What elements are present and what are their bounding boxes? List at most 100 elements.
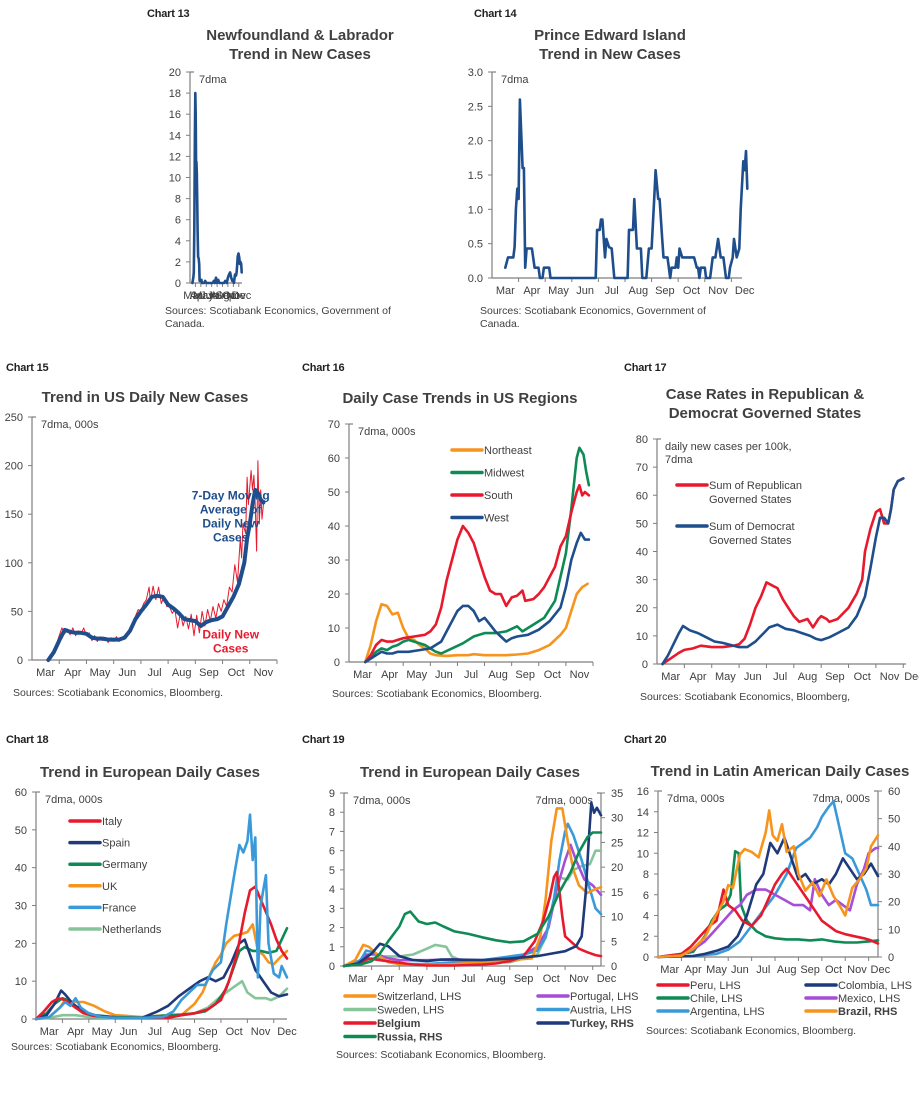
legend-item: Colombia, LHS — [804, 980, 912, 992]
y-tick-label: 20 — [15, 938, 27, 950]
y-tick-label: 60 — [636, 490, 648, 502]
y-tick-label: 8 — [175, 194, 181, 206]
series-line-belgium — [342, 870, 603, 968]
y-tick-label: 50 — [15, 825, 27, 837]
unit-label: 7dma — [501, 74, 529, 86]
y-tick-label: 150 — [5, 509, 23, 521]
legend-item: Brazil, RHS — [804, 1006, 897, 1018]
x-tick-label: Apr — [381, 669, 398, 681]
series-line-northeast — [364, 582, 589, 664]
series-line-south — [364, 483, 591, 664]
chart-title-line: Democrat Governed States — [668, 405, 862, 422]
chart-number: Chart 15 — [6, 362, 49, 374]
x-tick-label: Nov — [254, 667, 274, 679]
y-tick-label: 9 — [329, 788, 335, 800]
x-tick-label: Aug — [777, 964, 797, 976]
x-tick-label: May — [706, 964, 727, 976]
y-tick-label: 50 — [636, 518, 648, 530]
x-tick-label: Oct — [228, 667, 245, 679]
chart-title-line: Trend in European Daily Cases — [359, 764, 581, 781]
x-tick-label: Jul — [605, 285, 619, 297]
legend-item: Austria, LHS — [536, 1005, 632, 1017]
chart-source: Sources: Scotiabank Economics, Bloomberg… — [11, 1041, 221, 1054]
y-tick-label: 2 — [643, 931, 649, 943]
y-tick-label: 4 — [643, 911, 649, 923]
chart-source-line: Sources: Scotiabank Economics, Bloomberg… — [640, 691, 851, 703]
y-tick-label: 5 — [329, 865, 335, 877]
chart-source: Sources: Scotiabank Economics, Governmen… — [480, 305, 706, 331]
legend-label: West — [484, 513, 509, 525]
y-tick-label: 30 — [636, 575, 648, 587]
chart-title-line: Newfoundland & Labrador — [206, 27, 394, 44]
annotation-text: Cases — [213, 531, 249, 545]
y-tick-label: 10 — [636, 631, 648, 643]
x-tick-label: Oct — [854, 671, 871, 683]
legend-label: South — [484, 490, 513, 502]
x-tick-label: Aug — [210, 290, 230, 302]
legend-label: Mexico, LHS — [838, 993, 900, 1005]
x-tick-label: Jul — [147, 667, 161, 679]
legend-label: Switzerland, LHS — [377, 991, 461, 1003]
y-tick-label: 50 — [11, 606, 23, 618]
series-line-france — [34, 813, 289, 1021]
x-tick-label: Dec — [232, 290, 252, 302]
y-tick-label-right: 50 — [888, 814, 900, 826]
x-tick-label: Sep — [800, 964, 820, 976]
x-tick-label: Oct — [544, 669, 561, 681]
series-line-7-day-moving-average-of-daily-new-cases — [46, 487, 266, 662]
chart-title: Newfoundland & Labrador Trend in New Case… — [160, 26, 440, 64]
x-tick-label: Dec — [277, 1026, 297, 1038]
chart-number: Chart 20 — [624, 734, 667, 746]
unit-label-right: 7dma, 000s — [536, 795, 594, 807]
legend-label: Belgium — [377, 1018, 421, 1030]
legend-label: France — [102, 902, 136, 914]
chart-source: Sources: Scotiabank Economics, Bloomberg… — [336, 1049, 546, 1062]
y-tick-label: 40 — [636, 547, 648, 559]
chart-title-line: Daily Case Trends in US Regions — [342, 390, 578, 407]
x-tick-label: Nov — [226, 290, 246, 302]
y-tick-label: 18 — [169, 88, 181, 100]
y-tick-label-right: 10 — [611, 912, 623, 924]
y-tick-label: 4 — [175, 236, 181, 248]
x-tick-label: May — [90, 667, 111, 679]
y-tick-label: 1.5 — [468, 170, 483, 182]
annotation-text: Cases — [213, 642, 249, 656]
chart-plot: 0 50 100 150 200 250 Mar Apr May Jun Jul Aug Sep Oct N… — [5, 412, 278, 679]
chart-legend: Northeast Midwest South West — [450, 445, 532, 525]
chart-source-line: Sources: Scotiabank Economics, Governmen… — [480, 305, 706, 317]
x-tick-label: Mar — [36, 667, 55, 679]
x-tick-label: May — [406, 669, 427, 681]
legend-item: Mexico, LHS — [804, 993, 900, 1005]
x-tick-label: Jun — [200, 290, 218, 302]
x-tick-label: Jul — [464, 669, 478, 681]
x-tick-label: Sep — [514, 973, 534, 985]
x-tick-label: Oct — [543, 973, 560, 985]
chart-title: Daily Case Trends in US Regions — [320, 389, 600, 408]
y-tick-label: 6 — [329, 846, 335, 858]
x-tick-label: Nov — [880, 671, 900, 683]
chart-source-line: Sources: Scotiabank Economics, Governmen… — [165, 305, 391, 317]
x-tick-label: Dec — [735, 285, 755, 297]
x-tick-label: Nov — [847, 964, 867, 976]
legend-item: UK — [68, 881, 118, 893]
chart-number: Chart 16 — [302, 362, 345, 374]
y-tick-label: 2.0 — [468, 136, 483, 148]
x-tick-label: Apr — [190, 290, 207, 302]
y-tick-label: 10 — [637, 848, 649, 860]
chart-source-line: Sources: Scotiabank Economics, Bloomberg… — [13, 687, 224, 699]
chart-source-line: Sources: Scotiabank Economics, Bloomberg… — [646, 1025, 857, 1037]
legend-label: Brazil, RHS — [838, 1006, 897, 1018]
chart-title: Trend in European Daily Cases — [0, 763, 300, 782]
y-tick-label-right: 15 — [611, 887, 623, 899]
chart-source: Sources: Scotiabank Economics, Bloomberg… — [332, 688, 542, 701]
y-tick-label: 20 — [169, 67, 181, 79]
y-tick-label-right: 0 — [888, 952, 894, 964]
legend-label: Germany — [102, 859, 148, 871]
y-tick-label: 16 — [637, 786, 649, 798]
y-tick-label: 0 — [17, 655, 23, 667]
annotation-text: Daily New — [202, 628, 259, 642]
legend-label: Midwest — [484, 468, 524, 480]
legend-item: Chile, LHS — [656, 993, 743, 1005]
series-line-prince-edward-island — [504, 98, 749, 280]
series-line-brazil-rhs — [656, 809, 880, 959]
